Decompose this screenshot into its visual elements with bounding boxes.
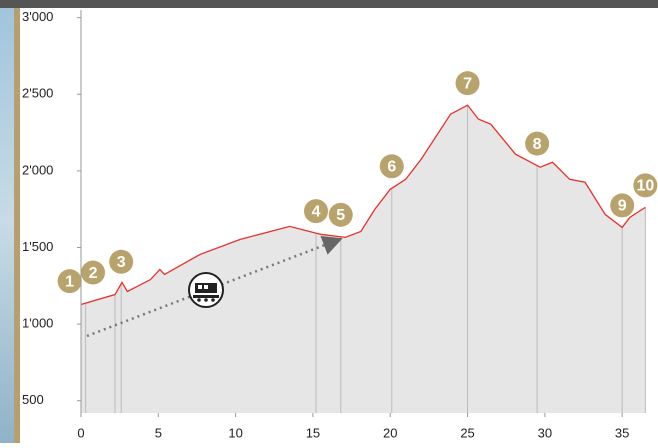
stop-marker bbox=[379, 154, 404, 179]
y-tick-label: 1'500 bbox=[22, 239, 53, 254]
train-route bbox=[86, 236, 343, 338]
stop-label: 6 bbox=[387, 159, 396, 176]
stop-marker bbox=[81, 260, 106, 285]
stop-label: 1 bbox=[65, 273, 74, 290]
x-tick-label: 35 bbox=[615, 425, 629, 440]
elevation-area bbox=[81, 105, 646, 413]
x-tick-label: 5 bbox=[155, 425, 162, 440]
x-tick-label: 25 bbox=[460, 425, 474, 440]
stop-marker bbox=[633, 173, 658, 198]
stop-label: 2 bbox=[89, 265, 98, 282]
y-tick-label: 500 bbox=[22, 392, 44, 407]
stop-marker bbox=[328, 202, 353, 227]
stop-label: 5 bbox=[336, 207, 345, 224]
stop-marker bbox=[304, 199, 329, 224]
top-bar bbox=[0, 0, 658, 8]
y-tick-label: 3'000 bbox=[22, 9, 53, 24]
stop-marker bbox=[455, 71, 480, 96]
stop-label: 9 bbox=[618, 198, 627, 215]
stop-label: 8 bbox=[533, 136, 542, 153]
x-tick-label: 30 bbox=[538, 425, 552, 440]
elevation-line bbox=[80, 104, 646, 306]
stop-label: 3 bbox=[117, 254, 126, 271]
border-strip bbox=[14, 0, 20, 443]
background-strip bbox=[0, 0, 14, 443]
x-tick-label: 10 bbox=[228, 425, 242, 440]
stop-marker bbox=[525, 131, 550, 156]
y-tick-label: 2'500 bbox=[22, 86, 53, 101]
stop-marker bbox=[57, 269, 82, 294]
stop-label: 7 bbox=[463, 75, 472, 92]
stop-label: 4 bbox=[312, 203, 321, 220]
stop-label: 10 bbox=[636, 178, 654, 195]
x-tick-label: 20 bbox=[383, 425, 397, 440]
stop-marker bbox=[109, 249, 134, 274]
x-tick-label: 15 bbox=[306, 425, 320, 440]
y-tick-label: 2'000 bbox=[22, 162, 53, 177]
y-tick-label: 1'000 bbox=[22, 316, 53, 331]
x-tick-label: 0 bbox=[77, 425, 84, 440]
stop-marker bbox=[610, 193, 635, 218]
